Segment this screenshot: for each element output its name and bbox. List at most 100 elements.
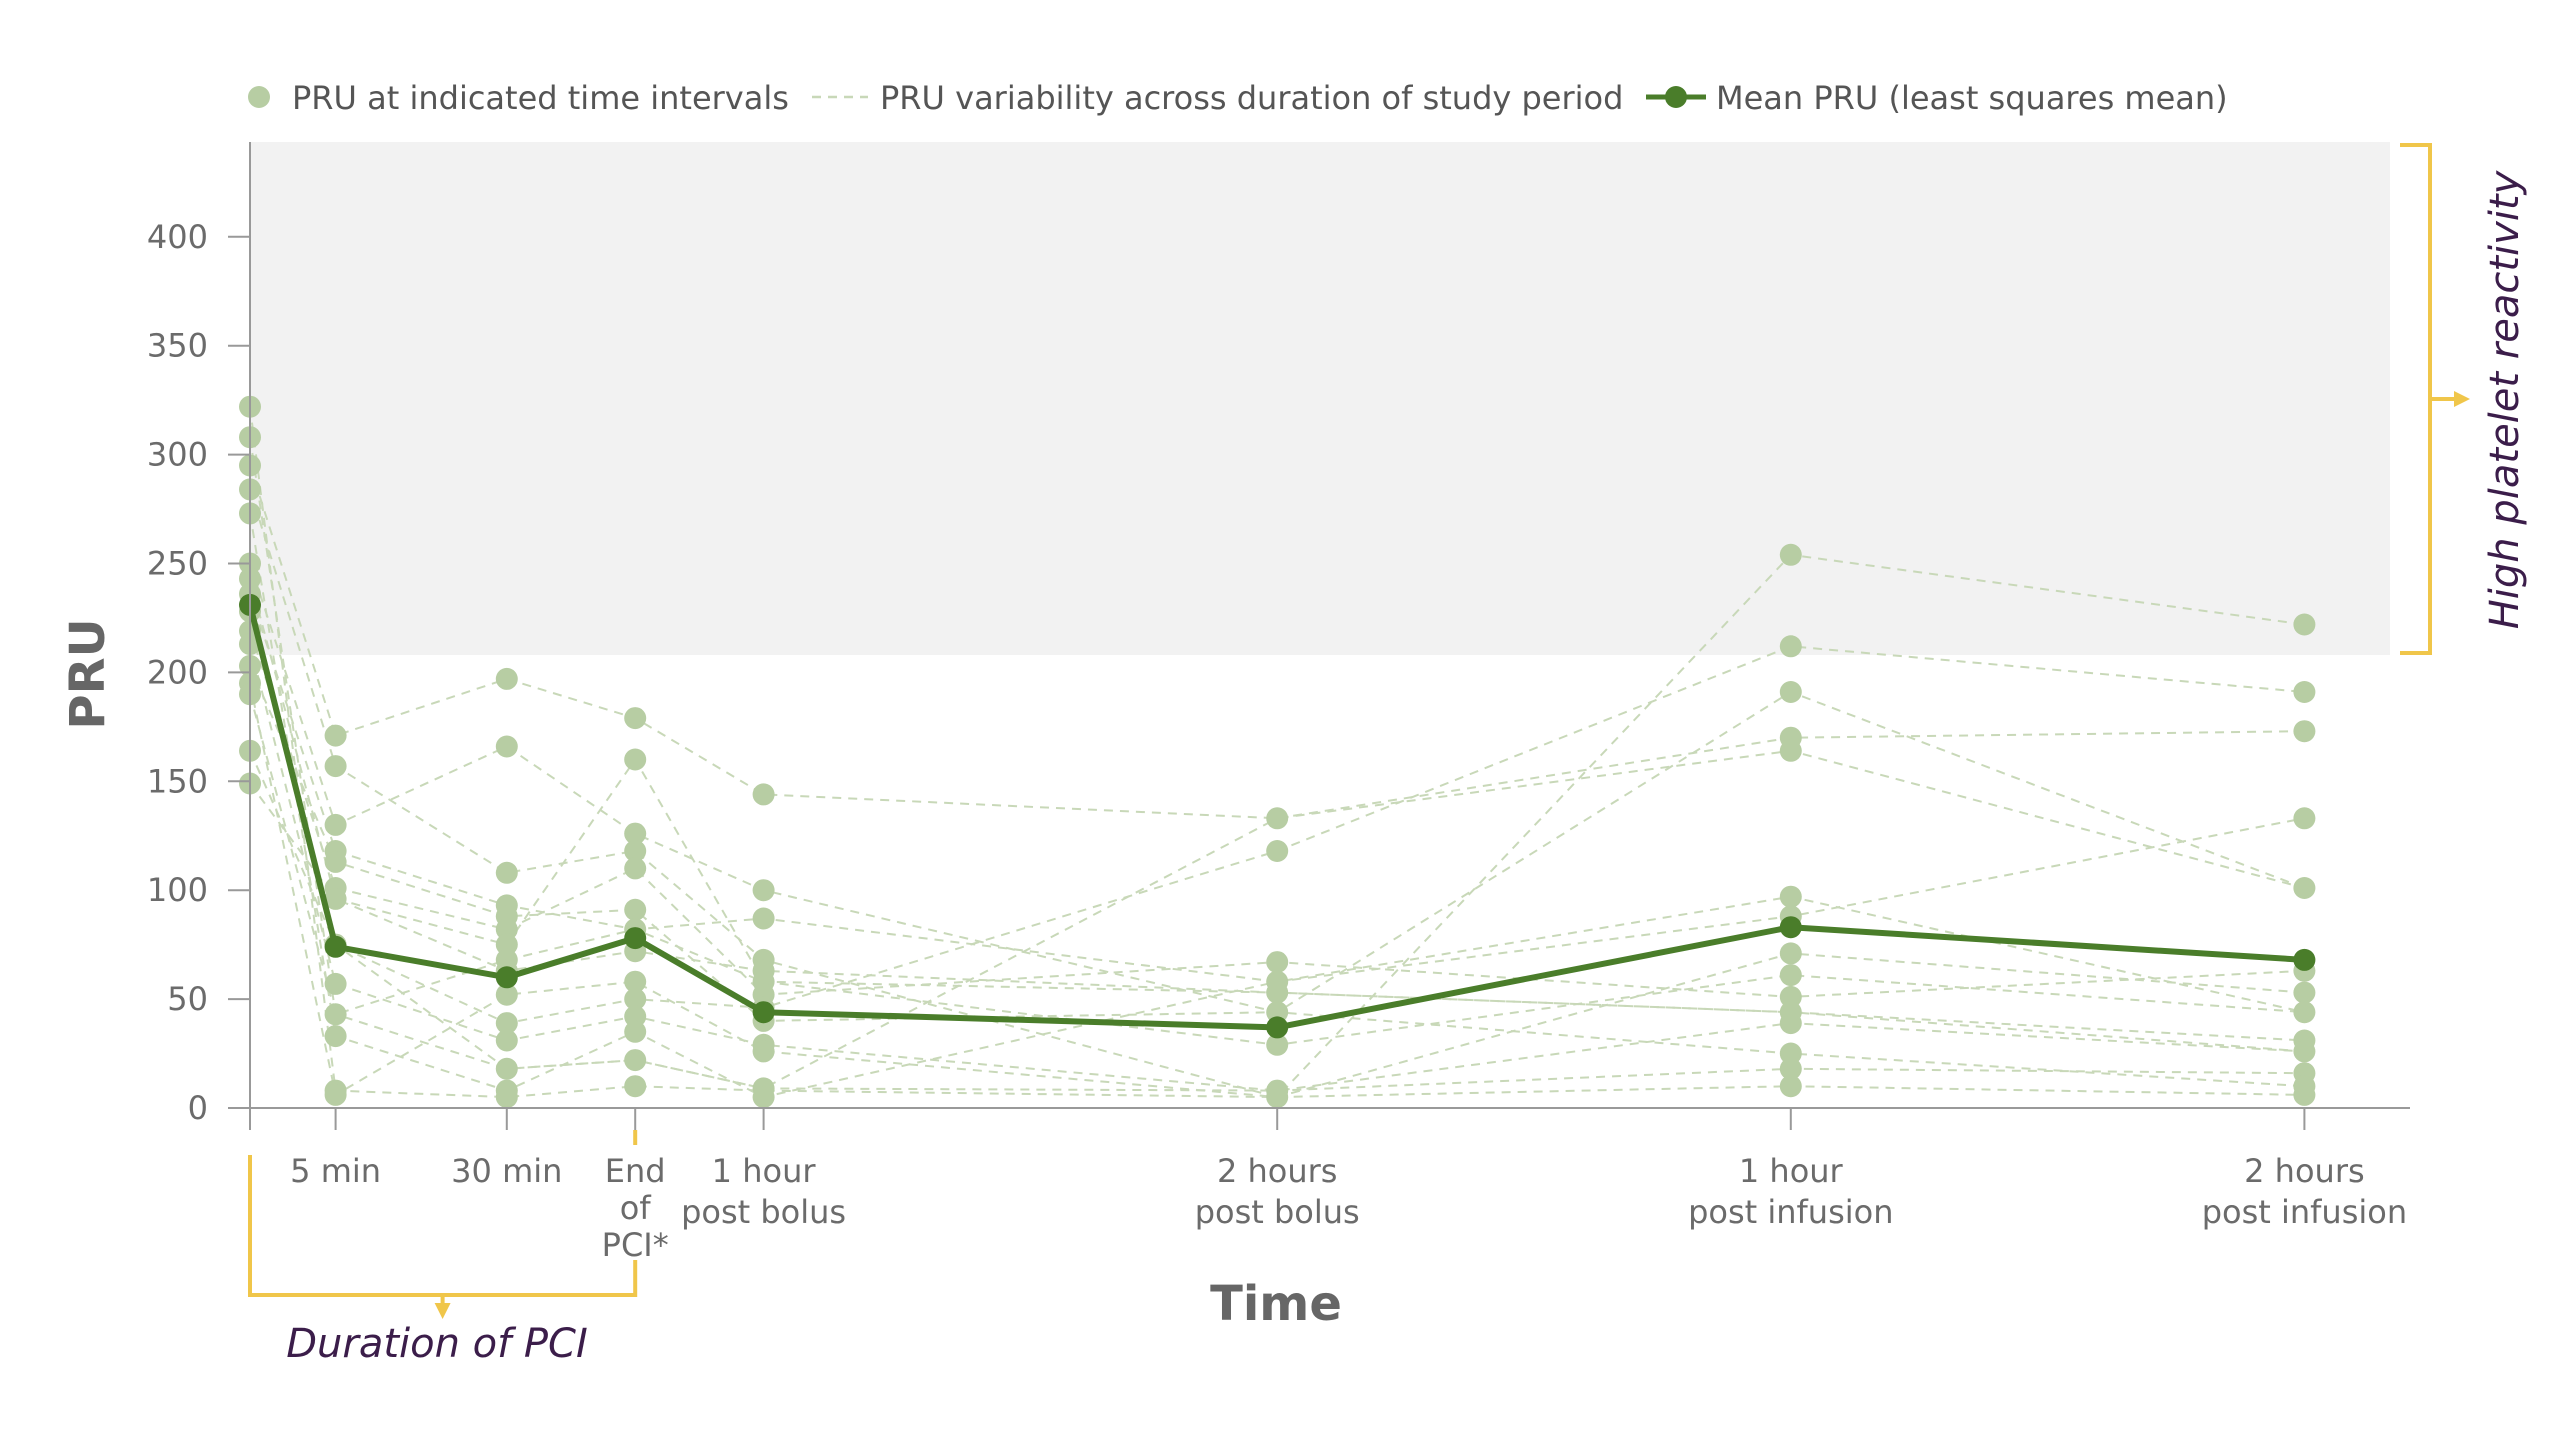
x-tick-label-1-0: 5 min	[290, 1152, 381, 1190]
pru-point-6-8	[1779, 964, 1802, 987]
high-reactivity-region	[250, 142, 2390, 655]
x-tick-label-5-0: 2 hours	[1217, 1152, 1338, 1190]
pru-point-6-0	[1779, 543, 1802, 566]
x-tick-label-6-0: 1 hour	[1739, 1152, 1844, 1190]
pru-point-3-2	[624, 822, 647, 845]
pru-point-5-1	[1266, 840, 1289, 862]
pru-point-3-12	[624, 1049, 647, 1072]
pru-point-6-4	[1779, 739, 1802, 762]
pru-point-2-9	[495, 983, 518, 1006]
pru-point-5-0	[1266, 807, 1289, 830]
pru-point-3-4	[624, 857, 647, 880]
variability-line-15	[249, 730, 2305, 1090]
pru-point-7-2	[2293, 720, 2316, 743]
variability-line-12	[249, 665, 2305, 1088]
pru-point-7-0	[2293, 613, 2316, 636]
pru-point-6-5	[1779, 885, 1802, 908]
x-tick-label-7-0: 2 hours	[2244, 1152, 2365, 1190]
y-tick-label-200: 200	[147, 653, 208, 691]
pru-point-3-1	[624, 748, 647, 771]
pru-point-1-12	[324, 1083, 347, 1106]
variability-line-8	[249, 593, 2305, 1046]
pru-point-7-12	[2293, 1083, 2316, 1106]
y-tick-label-50: 50	[167, 980, 208, 1018]
variability-line-14	[249, 693, 2305, 1016]
legend-dot-icon	[248, 86, 270, 108]
variability-line-4	[249, 489, 2305, 1099]
pru-point-1-0	[324, 724, 347, 747]
pru-point-6-1	[1779, 635, 1802, 658]
variability-line-2	[249, 437, 2305, 1092]
pru-point-1-6	[324, 887, 347, 910]
pru-point-5-6	[1266, 1033, 1289, 1056]
pru-point-2-14	[495, 1086, 518, 1109]
pru-point-2-12	[495, 1057, 518, 1080]
pru-point-3-10	[624, 1005, 647, 1028]
x-tick-label-2-0: 30 min	[451, 1152, 562, 1190]
pru-point-2-10	[495, 1012, 518, 1035]
pru-point-2-5	[495, 918, 518, 941]
mean-point-3	[624, 927, 647, 950]
mean-point-5	[1266, 1016, 1289, 1039]
x-tick-label-5-1: post bolus	[1195, 1193, 1360, 1231]
pru-point-7-9	[2293, 1040, 2316, 1063]
legend-label-mean: Mean PRU (least squares mean)	[1716, 79, 2228, 117]
pru-point-3-3	[624, 840, 647, 862]
pru-point-1-2	[324, 813, 347, 836]
variability-line-5	[249, 513, 2305, 1099]
pru-point-5-5	[1266, 1001, 1289, 1024]
pru-point-7-4	[2293, 877, 2316, 899]
y-tick-label-0: 0	[188, 1089, 208, 1127]
duration-of-pci-label: Duration of PCI	[286, 1321, 588, 1367]
pru-point-2-6	[495, 933, 518, 956]
variability-line-11	[249, 643, 2305, 1092]
legend-label-variability: PRU variability across duration of study…	[880, 79, 1623, 117]
pru-point-5-2	[1266, 951, 1289, 974]
y-axis-title: PRU	[60, 618, 116, 729]
x-tick-label-3-0: End	[605, 1152, 666, 1190]
pru-point-4-2	[752, 907, 775, 930]
pru-point-6-13	[1779, 1057, 1802, 1080]
pru-point-6-2	[1779, 681, 1802, 703]
pru-point-3-8	[624, 970, 647, 993]
variability-line-16	[249, 757, 2305, 1053]
mean-point-6	[1779, 916, 1802, 939]
mean-point-1	[324, 935, 347, 958]
pru-point-6-12	[1779, 1042, 1802, 1065]
x-tick-label-3-2: PCI*	[602, 1226, 669, 1264]
pru-point-3-13	[624, 1075, 647, 1098]
legend-label-points: PRU at indicated time intervals	[292, 79, 789, 117]
pru-point-1-1	[324, 755, 347, 778]
pru-point-3-11	[624, 1020, 647, 1043]
pru-point-1-9	[324, 1003, 347, 1026]
bracket-arrow-icon	[2454, 390, 2470, 407]
y-tick-label-300: 300	[147, 436, 208, 474]
variability-line-3	[249, 465, 2305, 889]
pru-point-4-12	[752, 1086, 775, 1109]
legend: PRU at indicated time intervals PRU vari…	[248, 79, 2228, 117]
pru-point-4-10	[752, 1040, 775, 1063]
mean-point-4	[752, 1001, 775, 1024]
y-ticks: 0 50 100 150 200 250 300 350 400	[147, 218, 250, 1127]
pru-point-4-1	[752, 879, 775, 902]
pru-point-4-0	[752, 783, 775, 806]
pru-point-2-11	[495, 1029, 518, 1052]
y-tick-label-150: 150	[147, 762, 208, 800]
pru-point-2-1	[495, 735, 518, 758]
mean-point-7	[2293, 948, 2316, 971]
x-axis-title: Time	[1210, 1276, 1342, 1332]
variability-line-13	[249, 683, 2305, 1099]
y-tick-label-350: 350	[147, 327, 208, 365]
mean-line	[247, 604, 2305, 1031]
high-reactivity-bracket: High platelet reactivity	[2400, 143, 2528, 655]
pru-point-5-4	[1266, 981, 1289, 1004]
variability-line-9	[249, 611, 2305, 1025]
pru-point-2-2	[495, 861, 518, 884]
pru-point-7-3	[2293, 807, 2316, 830]
x-tick-label-6-1: post infusion	[1688, 1193, 1893, 1231]
x-tick-label-4-1: post bolus	[681, 1193, 846, 1231]
pci-duration-bracket: Duration of PCI	[248, 1130, 638, 1367]
pru-point-5-8	[1266, 1086, 1289, 1109]
pru-point-1-8	[324, 972, 347, 995]
